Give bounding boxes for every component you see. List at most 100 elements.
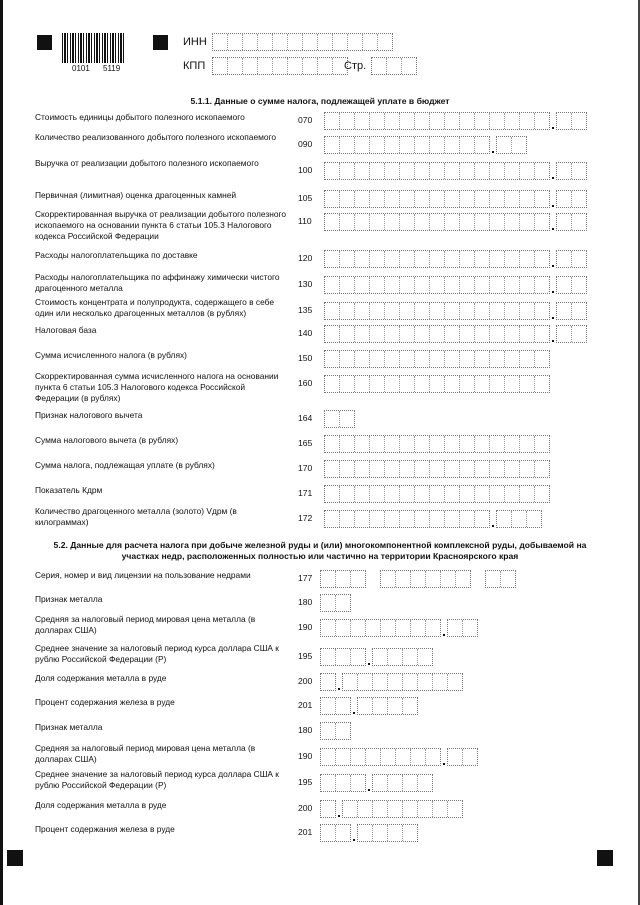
input-cell[interactable] — [557, 251, 572, 267]
input-cell[interactable] — [340, 351, 355, 367]
input-cell[interactable] — [520, 214, 535, 230]
page-number-field[interactable] — [371, 57, 417, 75]
input-cell[interactable] — [363, 34, 378, 50]
input-cell[interactable] — [273, 58, 288, 74]
input-cell[interactable] — [388, 649, 403, 665]
input-cell[interactable] — [355, 214, 370, 230]
input-cell[interactable] — [400, 214, 415, 230]
input-cell[interactable] — [340, 436, 355, 452]
input-cell[interactable] — [505, 163, 520, 179]
input-cell[interactable] — [213, 34, 228, 50]
input-cell[interactable] — [418, 674, 433, 690]
input-cell[interactable] — [340, 163, 355, 179]
input-cell[interactable] — [445, 163, 460, 179]
input-cell[interactable] — [490, 303, 505, 319]
input-cell[interactable] — [557, 277, 572, 293]
input-cell[interactable] — [430, 277, 445, 293]
input-cell[interactable] — [288, 58, 303, 74]
input-cell[interactable] — [430, 511, 445, 527]
input-cell[interactable] — [535, 376, 549, 392]
input-cell[interactable] — [535, 436, 549, 452]
row-input-field[interactable] — [324, 325, 587, 343]
input-cell[interactable] — [321, 674, 335, 690]
input-cell[interactable] — [336, 749, 351, 765]
row-input-field[interactable] — [320, 774, 433, 792]
input-cell[interactable] — [355, 137, 370, 153]
input-cell[interactable] — [535, 191, 549, 207]
input-cell[interactable] — [370, 214, 385, 230]
input-cell[interactable] — [535, 326, 549, 342]
input-cell[interactable] — [378, 34, 392, 50]
input-cell[interactable] — [448, 674, 462, 690]
input-cell[interactable] — [403, 649, 418, 665]
input-cell[interactable] — [445, 461, 460, 477]
input-cell[interactable] — [445, 486, 460, 502]
input-cell[interactable] — [557, 113, 572, 129]
input-cell[interactable] — [415, 303, 430, 319]
input-cell[interactable] — [355, 251, 370, 267]
input-cell[interactable] — [572, 191, 586, 207]
input-cell[interactable] — [460, 277, 475, 293]
input-cell[interactable] — [433, 801, 448, 817]
input-cell[interactable] — [445, 137, 460, 153]
input-cell[interactable] — [505, 113, 520, 129]
input-cell[interactable] — [475, 137, 489, 153]
input-cell[interactable] — [385, 486, 400, 502]
input-cell[interactable] — [403, 674, 418, 690]
input-cell[interactable] — [388, 775, 403, 791]
input-cell[interactable] — [340, 326, 355, 342]
row-input-field[interactable] — [320, 800, 463, 818]
input-cell[interactable] — [475, 461, 490, 477]
row-input-field[interactable] — [324, 302, 587, 320]
input-cell[interactable] — [321, 749, 336, 765]
input-cell[interactable] — [475, 214, 490, 230]
input-cell[interactable] — [445, 191, 460, 207]
input-cell[interactable] — [490, 163, 505, 179]
input-cell[interactable] — [402, 58, 416, 74]
input-cell[interactable] — [336, 620, 351, 636]
input-cell[interactable] — [355, 351, 370, 367]
input-cell[interactable] — [460, 214, 475, 230]
input-cell[interactable] — [505, 436, 520, 452]
row-input-field[interactable] — [324, 213, 587, 231]
input-cell[interactable] — [520, 251, 535, 267]
input-cell[interactable] — [475, 351, 490, 367]
input-cell[interactable] — [370, 277, 385, 293]
input-cell[interactable] — [370, 511, 385, 527]
row-input-field[interactable] — [324, 136, 527, 154]
input-cell[interactable] — [325, 137, 340, 153]
row-input-field[interactable] — [324, 435, 550, 453]
input-cell[interactable] — [381, 749, 396, 765]
input-cell[interactable] — [396, 620, 411, 636]
input-cell[interactable] — [325, 351, 340, 367]
input-cell[interactable] — [535, 486, 549, 502]
input-cell[interactable] — [372, 58, 387, 74]
input-cell[interactable] — [430, 251, 445, 267]
input-cell[interactable] — [460, 163, 475, 179]
input-cell[interactable] — [475, 436, 490, 452]
input-cell[interactable] — [321, 649, 336, 665]
input-cell[interactable] — [535, 461, 549, 477]
input-cell[interactable] — [403, 698, 417, 714]
input-cell[interactable] — [321, 801, 335, 817]
input-cell[interactable] — [400, 277, 415, 293]
input-cell[interactable] — [430, 113, 445, 129]
input-cell[interactable] — [325, 486, 340, 502]
input-cell[interactable] — [475, 251, 490, 267]
input-cell[interactable] — [445, 251, 460, 267]
input-cell[interactable] — [426, 749, 440, 765]
input-cell[interactable] — [258, 34, 273, 50]
input-cell[interactable] — [321, 620, 336, 636]
input-cell[interactable] — [490, 191, 505, 207]
input-cell[interactable] — [445, 214, 460, 230]
input-cell[interactable] — [370, 303, 385, 319]
input-cell[interactable] — [325, 461, 340, 477]
input-cell[interactable] — [340, 113, 355, 129]
input-cell[interactable] — [497, 511, 512, 527]
input-cell[interactable] — [415, 163, 430, 179]
input-cell[interactable] — [340, 191, 355, 207]
input-cell[interactable] — [355, 113, 370, 129]
input-cell[interactable] — [475, 376, 490, 392]
input-cell[interactable] — [388, 674, 403, 690]
input-cell[interactable] — [355, 277, 370, 293]
